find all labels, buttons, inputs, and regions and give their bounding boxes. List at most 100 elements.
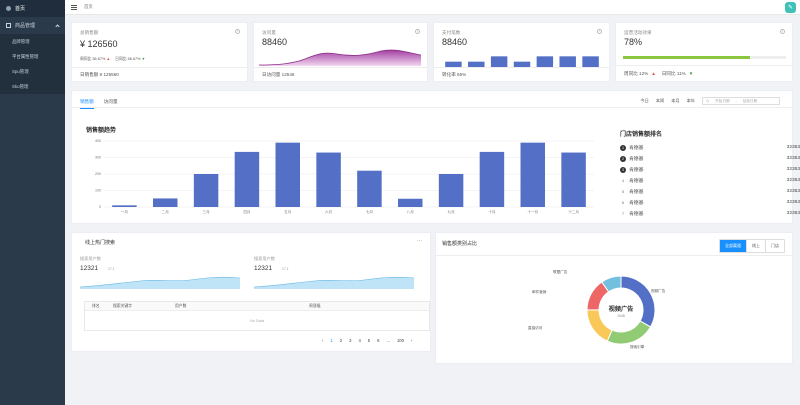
rank-list: 1 肯德基 32353 2 肯德基 32353 3 肯德基 32353 4 肯德基 32353 … bbox=[620, 142, 800, 219]
donut-slice bbox=[601, 275, 622, 293]
rank-value: 32353 bbox=[786, 189, 800, 194]
tab-visits[interactable]: 访问量 bbox=[103, 99, 118, 104]
info-icon[interactable]: i bbox=[780, 29, 785, 34]
range-today[interactable]: 今日 bbox=[640, 98, 649, 103]
sidebar-item-spu[interactable]: Spu管理 bbox=[12, 68, 29, 74]
page-button[interactable]: 6 bbox=[377, 338, 380, 343]
x-tick-label: 三月 bbox=[202, 209, 209, 214]
rank-name: 肯德基 bbox=[629, 168, 644, 173]
rank-value: 32353 bbox=[786, 167, 800, 172]
arrow-up-icon: ▲ bbox=[651, 71, 656, 76]
menu-toggle-icon[interactable] bbox=[71, 4, 77, 10]
sales-card: 销售额 访问量 今日 本周 本月 本年 ◷ 开始日期 - 结束日期 销售额趋势 … bbox=[71, 90, 800, 224]
page-button[interactable]: 2 bbox=[339, 338, 343, 343]
bar bbox=[153, 198, 178, 207]
card-title: 销售额类别占比 bbox=[442, 241, 478, 247]
arrow-down-icon: ▼ bbox=[141, 57, 146, 61]
more-icon[interactable]: ··· bbox=[417, 238, 422, 244]
user-icon[interactable]: ✎ bbox=[785, 2, 796, 13]
stat-value: 88460 bbox=[262, 37, 288, 47]
pagination: ‹ 1 2 3 4 5 6 ... 100 › bbox=[322, 338, 412, 343]
home-icon bbox=[6, 6, 11, 11]
info-icon[interactable]: i bbox=[235, 29, 240, 34]
rank-name: 肯德基 bbox=[629, 146, 644, 151]
donut-center-value: 1048 bbox=[617, 314, 625, 318]
pie-label: 联盟广告 bbox=[553, 270, 568, 274]
page-button[interactable]: 5 bbox=[367, 338, 371, 343]
sidebar-item-brand[interactable]: 品牌管理 bbox=[12, 38, 30, 44]
bar bbox=[520, 142, 545, 207]
column-growth[interactable]: 周涨幅 bbox=[309, 303, 321, 308]
sidebar-group-product[interactable]: 商品管理 bbox=[0, 17, 65, 34]
breadcrumb[interactable]: 首页 bbox=[84, 4, 93, 9]
week-compare: 周同比 12% bbox=[624, 70, 649, 76]
mini-bar bbox=[490, 56, 508, 67]
x-tick-label: 十月 bbox=[488, 209, 495, 214]
info-icon[interactable]: i bbox=[415, 29, 420, 34]
x-tick-label: 五月 bbox=[284, 209, 291, 214]
range-week[interactable]: 本周 bbox=[655, 98, 665, 103]
table-empty: No Data bbox=[250, 319, 264, 323]
page-button[interactable]: 3 bbox=[349, 338, 352, 343]
page-ellipsis[interactable]: ... bbox=[386, 338, 390, 343]
avg-value: 12321 bbox=[254, 265, 273, 272]
bar bbox=[438, 174, 464, 207]
x-tick-label: 九月 bbox=[447, 209, 454, 214]
day-compare: 日同比 11% bbox=[661, 70, 686, 76]
y-tick-label: 0 bbox=[99, 205, 101, 209]
rank-number: 2 bbox=[620, 155, 626, 162]
day-compare: 日同比 56.67% bbox=[115, 57, 141, 61]
mini-bar bbox=[536, 56, 554, 67]
users-value: 12321 bbox=[80, 265, 99, 272]
bar bbox=[275, 142, 300, 207]
donut-center-title: 视频广告 bbox=[609, 305, 634, 313]
stat-card-payments: 支付笔数 i 88460 转化率 65% bbox=[433, 22, 610, 82]
mini-bar bbox=[445, 61, 462, 67]
stat-title: 访问量 bbox=[262, 30, 276, 35]
stat-compare: 周同比 12% ▲ 日同比 11% ▼ bbox=[616, 65, 792, 81]
bar bbox=[357, 170, 382, 207]
page-button[interactable]: 4 bbox=[358, 338, 361, 343]
avg-delta: 17.1 bbox=[282, 267, 289, 271]
users-delta: 17.1 bbox=[108, 267, 115, 271]
page-button[interactable]: 100 bbox=[396, 338, 404, 343]
sidebar-home-label: 首页 bbox=[15, 6, 26, 12]
rank-number: 4 bbox=[622, 178, 624, 183]
tab-sales[interactable]: 销售额 bbox=[80, 96, 94, 109]
mini-bar bbox=[559, 56, 576, 67]
table-header: 排名 搜索关键字 用户数 周涨幅 bbox=[85, 302, 429, 311]
stat-value: ¥ 126560 bbox=[80, 39, 118, 49]
rank-row: 2 肯德基 32353 bbox=[620, 153, 800, 164]
users-label: 搜索用户数 bbox=[80, 256, 101, 261]
page-button[interactable]: 1 bbox=[330, 338, 333, 343]
stat-title: 支付笔数 bbox=[442, 30, 461, 35]
stat-compare: 周同比 56.67% ▲ 日同比 56.67% ▼ bbox=[80, 57, 145, 62]
rank-row: 7 肯德基 32353 bbox=[620, 208, 800, 219]
channel-store[interactable]: 门店 bbox=[765, 240, 784, 252]
arrow-down-icon: ▼ bbox=[688, 71, 694, 76]
sidebar-item-home[interactable]: 首页 bbox=[0, 0, 65, 17]
info-icon[interactable]: i bbox=[597, 29, 602, 34]
channel-all[interactable]: 全部渠道 bbox=[720, 240, 746, 252]
channel-online[interactable]: 线上 bbox=[746, 240, 765, 252]
rank-number: 6 bbox=[622, 200, 624, 205]
sidebar: 首页 商品管理 品牌管理 平台属性管理 Spu管理 Sku管理 bbox=[0, 0, 65, 405]
date-range-picker[interactable]: ◷ 开始日期 - 结束日期 bbox=[702, 97, 780, 105]
y-tick-label: 300 bbox=[95, 156, 101, 160]
visits-area-sparkline bbox=[259, 49, 421, 66]
rank-row: 5 肯德基 32353 bbox=[620, 186, 800, 197]
hot-search-card: 线上热门搜索 ··· 搜索用户数 12321 17.1 搜索用户数 12321 … bbox=[71, 232, 431, 352]
users-sparkline bbox=[80, 276, 240, 289]
range-year[interactable]: 本年 bbox=[686, 98, 695, 103]
avg-label: 搜索用户数 bbox=[254, 256, 275, 261]
range-month[interactable]: 本月 bbox=[671, 98, 680, 103]
rank-name: 肯德基 bbox=[629, 190, 644, 195]
calendar-icon: ◷ bbox=[706, 99, 710, 103]
sidebar-item-attr[interactable]: 平台属性管理 bbox=[12, 53, 39, 59]
sidebar-item-sku[interactable]: Sku管理 bbox=[12, 83, 29, 89]
stat-value: 78% bbox=[624, 37, 643, 47]
bar bbox=[479, 151, 505, 207]
column-users[interactable]: 用户数 bbox=[175, 303, 187, 308]
prev-page-button[interactable]: ‹ bbox=[322, 338, 324, 343]
next-page-button[interactable]: › bbox=[410, 338, 413, 343]
